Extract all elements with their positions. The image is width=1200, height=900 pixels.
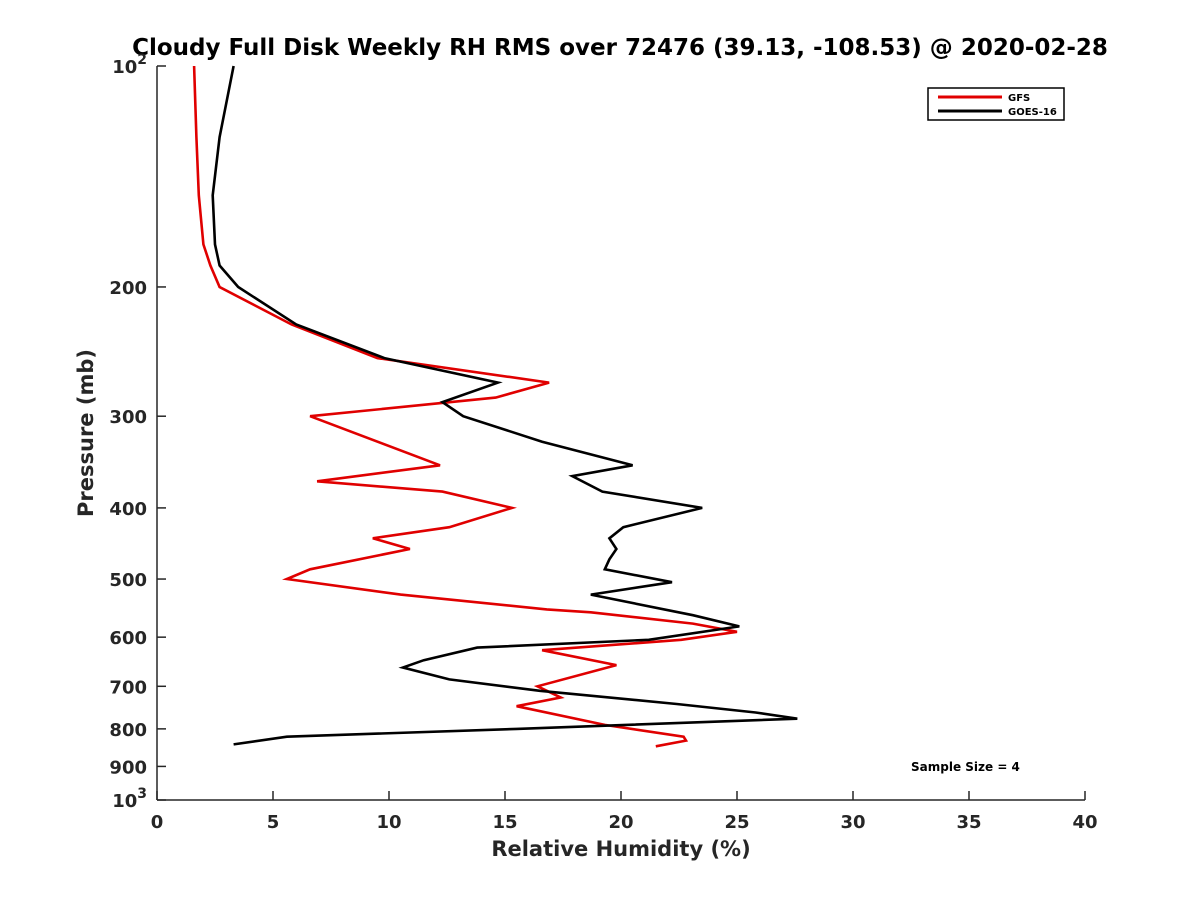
legend: GFS GOES-16	[927, 87, 1065, 121]
x-tick-label: 20	[608, 812, 633, 833]
legend-box	[927, 87, 1065, 121]
legend-label-gfs: GFS	[1008, 93, 1030, 104]
x-tick-label: 10	[376, 812, 401, 833]
x-tick-label: 40	[1072, 812, 1097, 833]
x-tick-label: 5	[267, 812, 280, 833]
y-tick-label: 102	[112, 52, 147, 78]
y-tick-label: 900	[109, 757, 147, 778]
x-tick-label: 25	[724, 812, 749, 833]
y-tick-label: 600	[109, 628, 147, 649]
y-tick-label: 400	[109, 499, 147, 520]
chart-title: Cloudy Full Disk Weekly RH RMS over 7247…	[132, 35, 1108, 61]
y-tick-label: 700	[109, 677, 147, 698]
series-line-goes-16	[211, 65, 798, 746]
y-tick-label: 800	[109, 720, 147, 741]
y-axis-label: Pressure (mb)	[74, 349, 98, 517]
y-tick-label: 103	[112, 786, 147, 812]
legend-label-goes-16: GOES-16	[1008, 107, 1057, 118]
x-tick-label: 30	[840, 812, 865, 833]
x-axis-label: Relative Humidity (%)	[491, 837, 750, 861]
x-tick-label: 15	[492, 812, 517, 833]
y-tick-label: 500	[109, 570, 147, 591]
y-tick-label: 200	[109, 278, 147, 299]
x-tick-label: 0	[151, 812, 164, 833]
y-ticks: 102 200 300 400 500 600 700 800 900 103	[109, 52, 166, 812]
y-tick-label: 300	[109, 407, 147, 428]
plot-lines	[192, 65, 798, 748]
sample-size-annotation: Sample Size = 4	[911, 760, 1020, 774]
x-tick-label: 35	[956, 812, 981, 833]
x-ticks: 0 5 10 15 20 25 30 35 40	[151, 791, 1098, 833]
